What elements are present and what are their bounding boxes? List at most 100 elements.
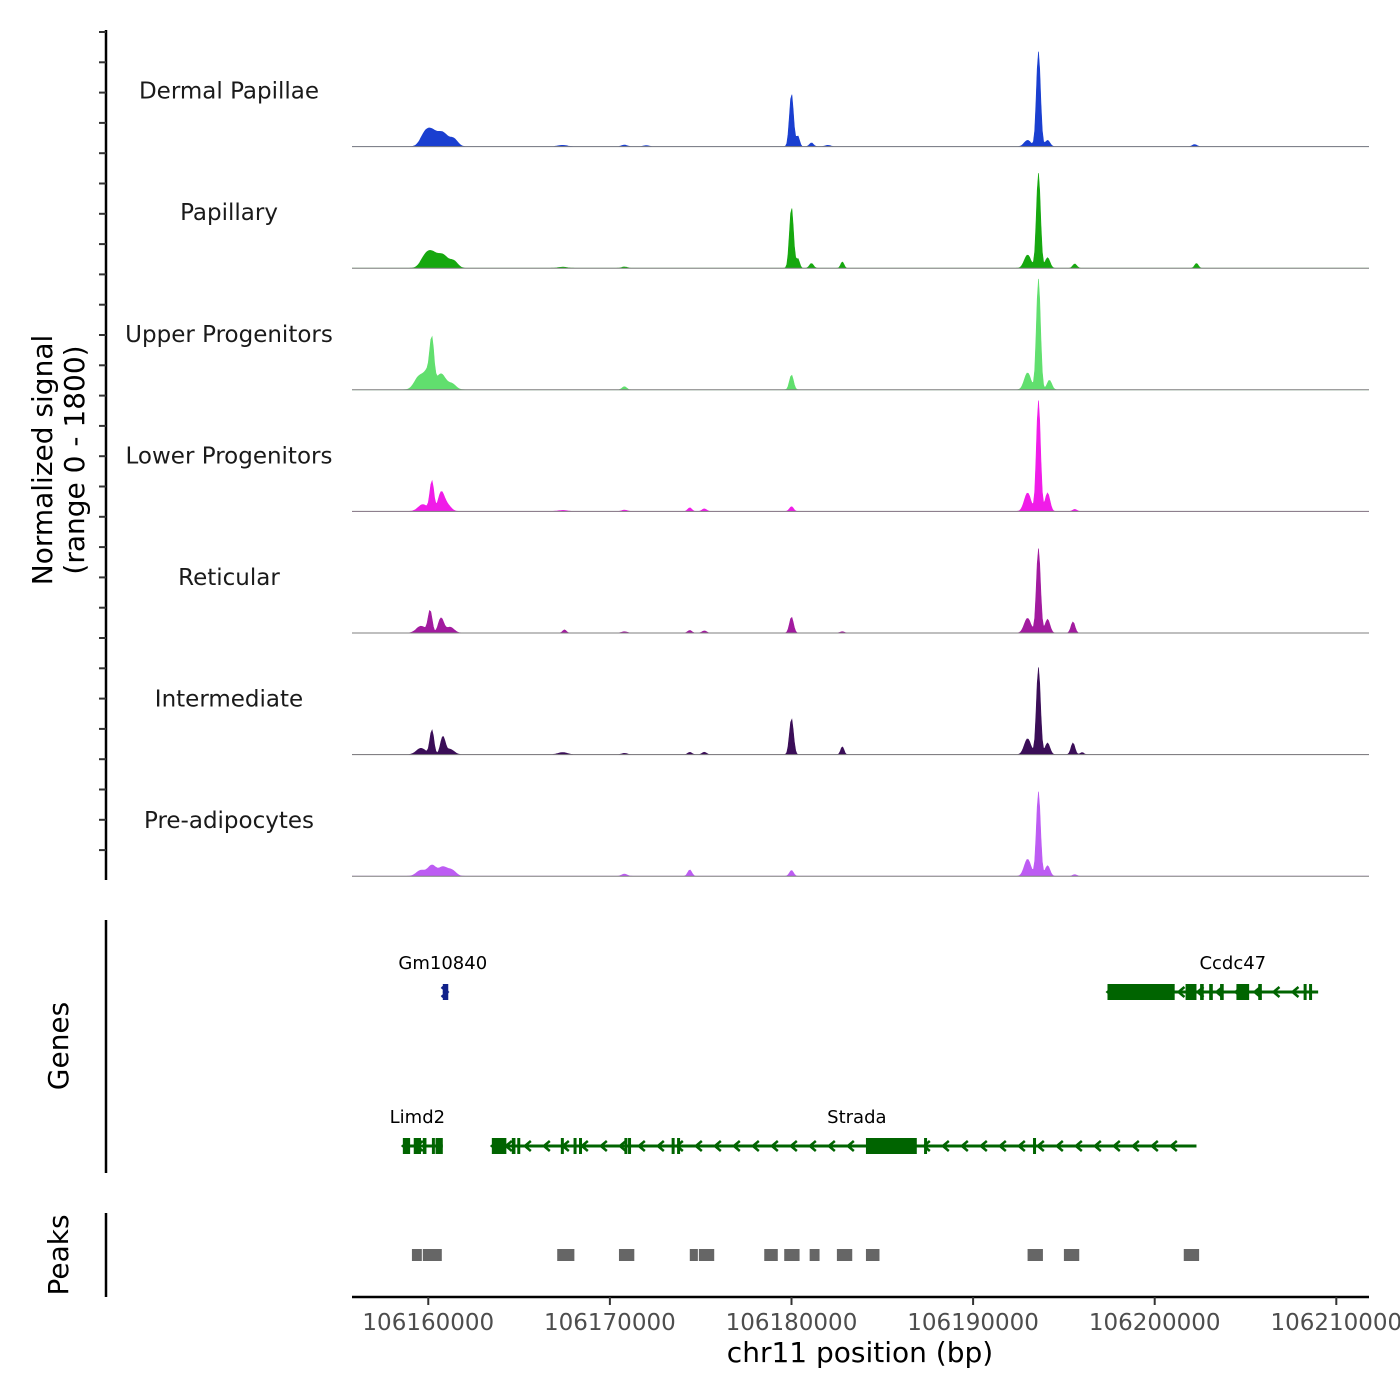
coverage-area	[352, 51, 1369, 147]
exon	[624, 1138, 628, 1154]
strand-arrow	[1233, 986, 1243, 998]
exon	[431, 1138, 435, 1154]
strand-arrow	[731, 1140, 741, 1152]
strand-arrow	[788, 1140, 798, 1152]
strand-arrow	[1252, 986, 1262, 998]
exon	[671, 1138, 675, 1154]
strand-arrow	[655, 1140, 665, 1152]
strand-arrow	[1054, 1140, 1064, 1152]
strand-arrow	[1168, 1140, 1178, 1152]
peak-region	[557, 1249, 575, 1261]
track-label: Intermediate	[155, 687, 303, 713]
strand-arrow	[414, 1140, 424, 1152]
strand-arrow	[959, 1140, 969, 1152]
strand-arrow	[579, 1140, 589, 1152]
exon	[435, 1138, 443, 1154]
gene-label: Strada	[827, 1107, 886, 1128]
exon	[1033, 1138, 1037, 1154]
peak-region	[698, 1249, 715, 1261]
track-label: Lower Progenitors	[126, 443, 333, 469]
x-tick-label: 106210000	[1270, 1310, 1400, 1336]
strand-arrow	[1111, 1140, 1121, 1152]
strand-arrow	[489, 1140, 499, 1152]
strand-arrow	[902, 1140, 912, 1152]
peak-region	[784, 1249, 800, 1261]
peak-region	[1183, 1249, 1200, 1261]
strand-arrow	[1290, 986, 1300, 998]
coverage-tracks: Dermal Papillae Papillary Upper Progenitor…	[125, 51, 1369, 877]
exon	[573, 1138, 577, 1154]
strand-arrow	[826, 1140, 836, 1152]
strand-arrow	[440, 986, 450, 998]
strand-arrow	[883, 1140, 893, 1152]
track-label: Reticular	[178, 565, 280, 591]
coverage-area	[352, 173, 1369, 269]
exon	[422, 1138, 427, 1154]
track-label: Upper Progenitors	[125, 322, 333, 348]
strand-arrow	[1073, 1140, 1083, 1152]
exon	[1258, 984, 1262, 1000]
strand-arrow	[1176, 986, 1186, 998]
peaks-track-title: Peaks	[42, 1214, 75, 1295]
peak-region	[1063, 1249, 1080, 1261]
x-axis-title: chr11 position (bp)	[727, 1336, 993, 1369]
strand-arrow	[1271, 986, 1281, 998]
coverage-track: Papillary	[180, 173, 1369, 269]
coverage-track: Upper Progenitors	[125, 278, 1369, 391]
coverage-area	[352, 400, 1369, 512]
exon	[1236, 984, 1250, 1000]
x-tick-label: 106190000	[907, 1310, 1039, 1336]
peak-region	[618, 1249, 635, 1261]
gene: Gm10840	[398, 953, 487, 1000]
strand-arrow	[693, 1140, 703, 1152]
strand-arrow	[1149, 1140, 1159, 1152]
gene: Limd2	[390, 1107, 445, 1154]
strand-arrow	[1016, 1140, 1026, 1152]
exon	[865, 1138, 917, 1154]
strand-arrow	[617, 1140, 627, 1152]
peak-region	[689, 1249, 698, 1261]
gene-track: Gm10840 Ccdc47 Limd2 Strada	[104, 920, 1319, 1173]
strand-arrow	[1035, 1140, 1045, 1152]
peak-region	[764, 1249, 778, 1261]
strand-arrow	[1138, 986, 1148, 998]
exon	[1220, 984, 1224, 1000]
x-axis: 106160000 106170000 106180000 106190000 1062…	[352, 1295, 1400, 1336]
strand-arrow	[1105, 986, 1115, 998]
strand-arrow	[864, 1140, 874, 1152]
strand-arrow	[997, 1140, 1007, 1152]
coverage-y-axis	[99, 30, 108, 880]
strand-arrow	[636, 1140, 646, 1152]
coverage-area	[352, 548, 1369, 634]
peak-region	[865, 1249, 880, 1261]
peak-region	[411, 1249, 422, 1261]
coverage-track: Reticular	[178, 548, 1369, 634]
strand-arrow	[712, 1140, 722, 1152]
exon	[628, 1138, 632, 1154]
strand-arrow	[845, 1140, 855, 1152]
exon	[1200, 984, 1204, 1000]
coverage-area	[352, 278, 1369, 391]
strand-arrow	[522, 1140, 532, 1152]
strand-arrow	[503, 1140, 513, 1152]
strand-arrow	[1092, 1140, 1102, 1152]
peak-region	[1027, 1249, 1043, 1261]
strand-arrow	[1119, 986, 1129, 998]
track-label: Dermal Papillae	[139, 79, 319, 105]
exon	[442, 984, 449, 1000]
gene-label: Limd2	[390, 1107, 445, 1128]
track-label: Pre-adipocytes	[144, 808, 314, 834]
gene: Ccdc47	[1105, 953, 1319, 1000]
peak-region	[836, 1249, 853, 1261]
strand-arrow	[1157, 986, 1167, 998]
peak-track	[104, 1213, 1200, 1297]
peak-region	[422, 1249, 442, 1261]
strand-arrow	[807, 1140, 817, 1152]
strand-arrow	[940, 1140, 950, 1152]
exon	[511, 1138, 516, 1154]
exon	[1209, 984, 1213, 1000]
peak-region	[809, 1249, 820, 1261]
gene: Strada	[489, 1107, 1197, 1154]
exon	[1309, 984, 1313, 1000]
